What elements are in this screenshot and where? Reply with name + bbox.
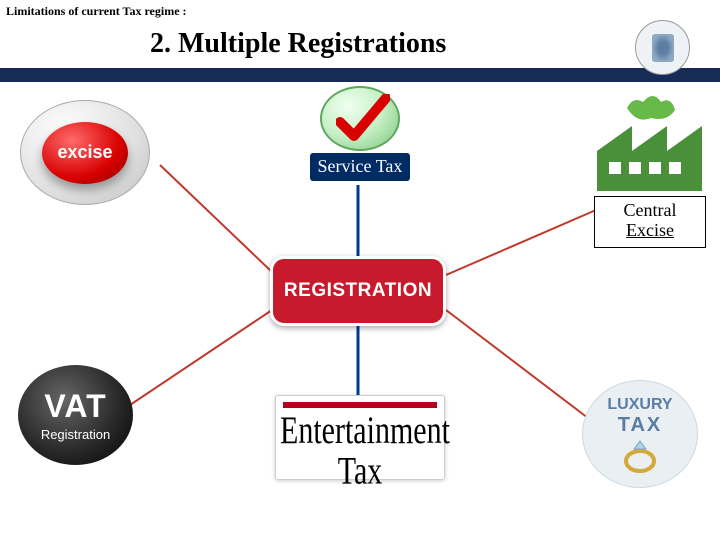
registration-label: REGISTRATION — [284, 280, 432, 302]
vat-line2: Registration — [41, 427, 110, 442]
entertainment-line2: Tax — [338, 449, 383, 492]
node-luxury-tax: LUXURY TAX — [582, 380, 702, 488]
luxury-line1: LUXURY — [607, 396, 672, 414]
excise-label: excise — [57, 142, 112, 163]
ring-icon — [618, 439, 662, 473]
node-excise: excise — [20, 100, 160, 210]
excise-button-icon: excise — [42, 122, 128, 184]
node-service-tax: Service Tax — [285, 86, 435, 181]
registration-hub: REGISTRATION — [270, 256, 446, 326]
entertainment-line1: Entertainment — [280, 409, 450, 452]
node-entertainment-tax: Entertainment Tax — [275, 395, 445, 480]
node-vat: VAT Registration — [18, 365, 168, 465]
luxury-line2: TAX — [618, 414, 663, 437]
central-excise-line1: Central — [624, 200, 677, 220]
service-tax-label: Service Tax — [310, 153, 411, 181]
factory-icon — [597, 96, 702, 191]
node-central-excise — [597, 96, 702, 191]
central-excise-label: Central Excise — [594, 196, 706, 248]
vat-line1: VAT — [44, 388, 106, 425]
vat-badge-icon: VAT Registration — [18, 365, 133, 465]
entertainment-topbar — [283, 402, 437, 408]
central-excise-line2: Excise — [626, 220, 674, 240]
checkmark-icon — [320, 86, 400, 151]
